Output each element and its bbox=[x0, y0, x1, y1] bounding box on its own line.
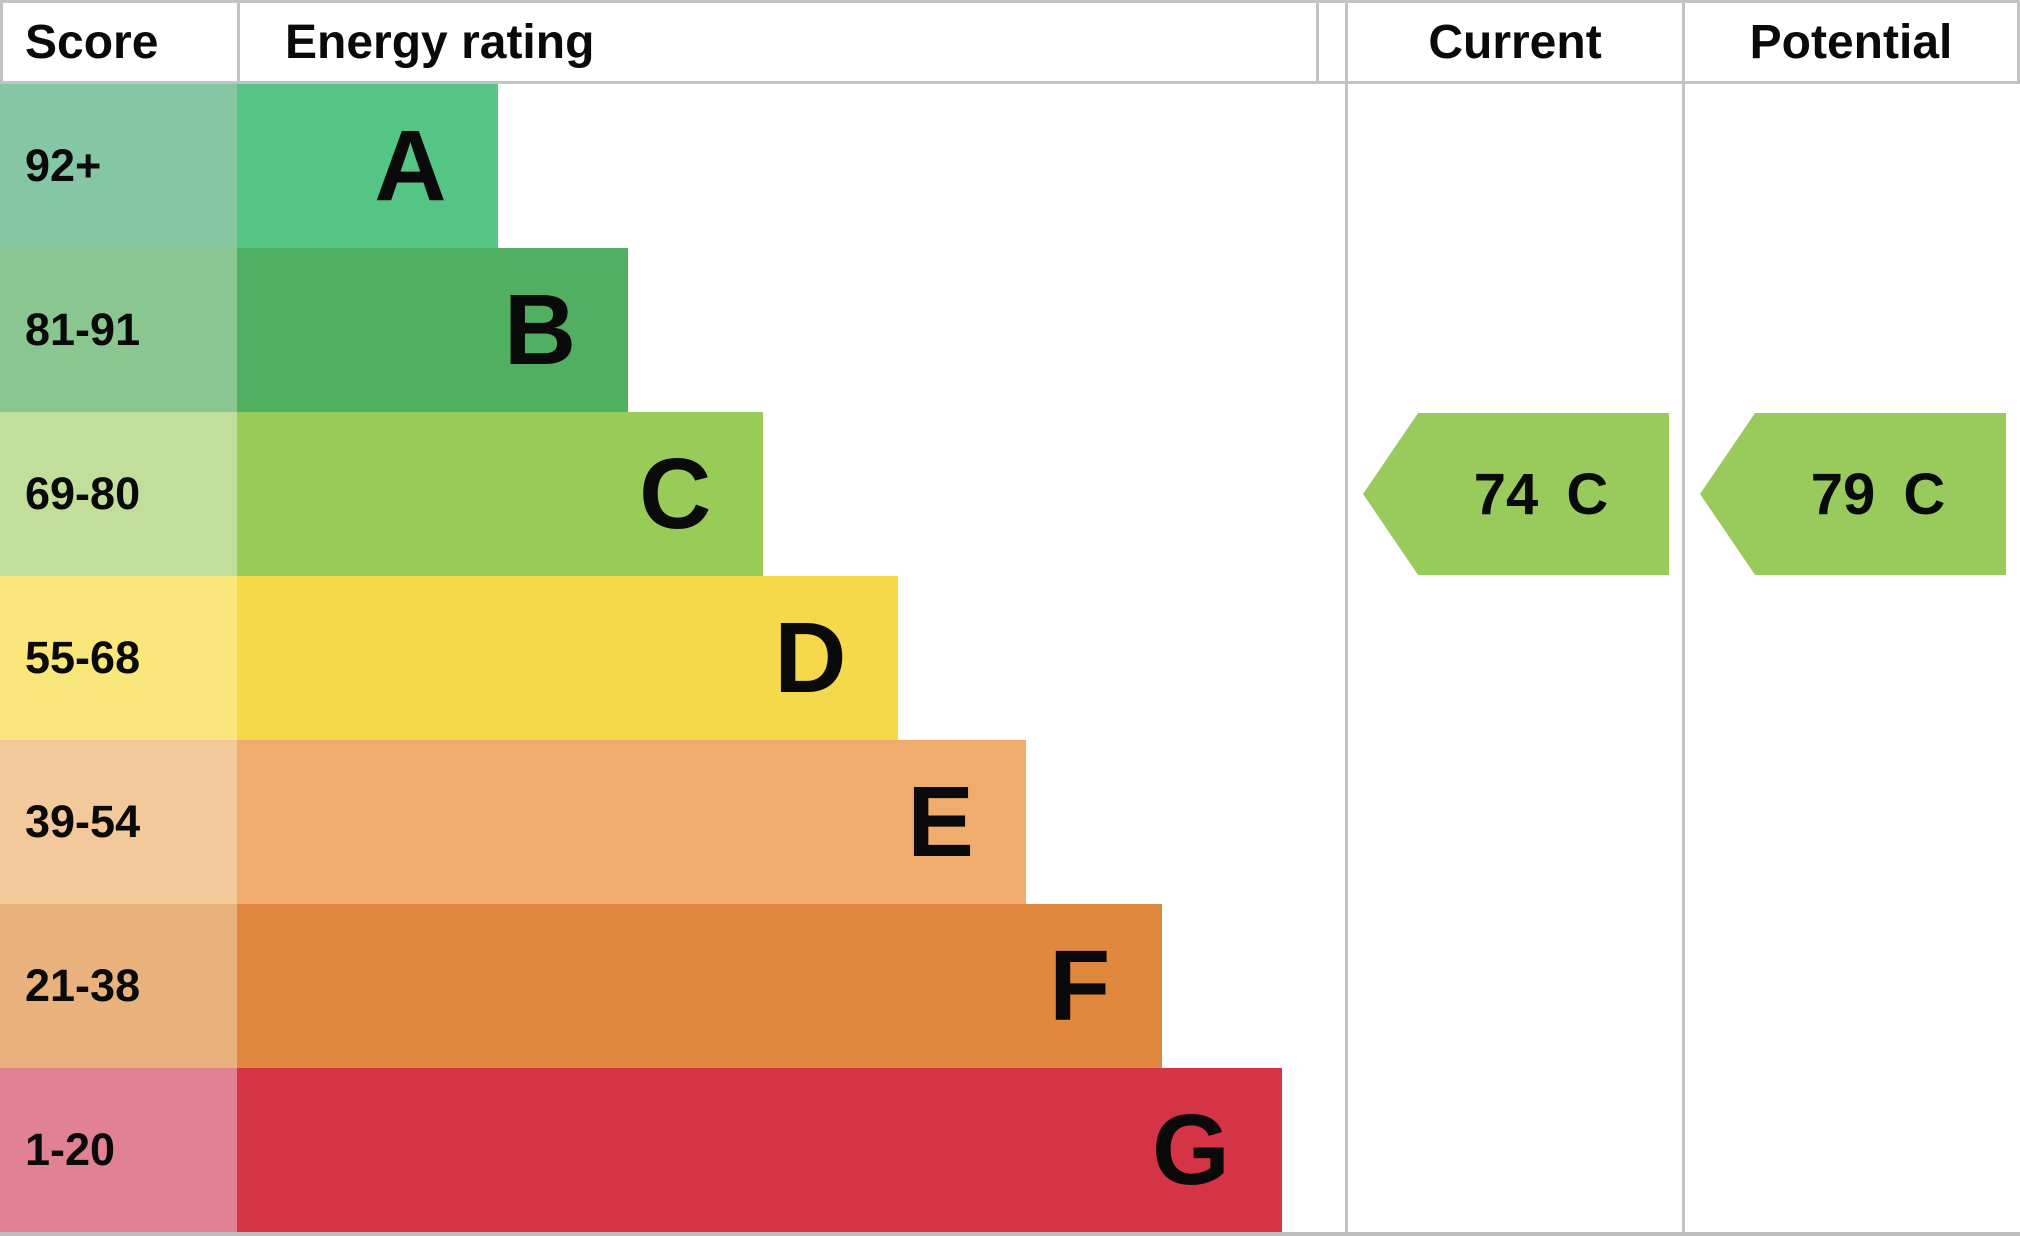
band-row-g: 1-20 G bbox=[0, 1068, 1345, 1232]
band-bar-c: C bbox=[237, 412, 764, 576]
header-potential-label: Potential bbox=[1749, 15, 1953, 69]
current-score-value: 74 bbox=[1473, 461, 1539, 527]
band-letter-g: G bbox=[1152, 1094, 1230, 1206]
table-header-row: Score Energy rating Current Potential bbox=[0, 3, 2020, 84]
band-bar-e: E bbox=[237, 740, 1026, 904]
band-bar-f: F bbox=[237, 904, 1163, 1068]
potential-band-letter: C bbox=[1903, 461, 1946, 527]
score-range-g: 1-20 bbox=[0, 1068, 237, 1232]
band-row-d: 55-68 D bbox=[0, 576, 1345, 740]
score-range-a: 92+ bbox=[0, 84, 237, 248]
current-band-letter: C bbox=[1566, 461, 1609, 527]
band-bar-a: A bbox=[237, 84, 499, 248]
band-letter-b: B bbox=[503, 274, 577, 386]
current-column-left-border bbox=[1345, 84, 1348, 1232]
header-score-label: Score bbox=[25, 15, 159, 69]
current-column: 74 C bbox=[1348, 84, 1682, 1232]
potential-column: 79 C bbox=[1685, 84, 2020, 1232]
band-letter-f: F bbox=[1049, 930, 1111, 1042]
potential-rating-arrow: 79 C bbox=[1700, 413, 2006, 575]
band-letter-e: E bbox=[907, 766, 974, 878]
header-energy-rating-label: Energy rating bbox=[285, 15, 595, 69]
band-bar-g: G bbox=[237, 1068, 1282, 1232]
header-potential: Potential bbox=[1682, 3, 2020, 81]
chart-body: 92+ A 81-91 B 69-80 C 55-68 D 39-54 E 21… bbox=[0, 84, 2020, 1232]
band-letter-d: D bbox=[774, 602, 847, 714]
band-row-c: 69-80 C bbox=[0, 412, 1345, 576]
band-letter-a: A bbox=[374, 110, 447, 222]
score-range-d: 55-68 bbox=[0, 576, 237, 740]
score-range-b: 81-91 bbox=[0, 248, 237, 412]
score-range-e: 39-54 bbox=[0, 740, 237, 904]
band-letter-c: C bbox=[639, 438, 712, 550]
header-current: Current bbox=[1345, 3, 1682, 81]
energy-bands: 92+ A 81-91 B 69-80 C 55-68 D 39-54 E 21… bbox=[0, 84, 1345, 1232]
header-current-label: Current bbox=[1428, 15, 1602, 69]
score-range-c: 69-80 bbox=[0, 412, 237, 576]
band-row-e: 39-54 E bbox=[0, 740, 1345, 904]
band-row-f: 21-38 F bbox=[0, 904, 1345, 1068]
header-score: Score bbox=[0, 3, 240, 81]
potential-column-left-border bbox=[1682, 84, 1685, 1232]
band-row-a: 92+ A bbox=[0, 84, 1345, 248]
score-range-f: 21-38 bbox=[0, 904, 237, 1068]
current-rating-arrow: 74 C bbox=[1363, 413, 1669, 575]
header-gap bbox=[1319, 3, 1345, 81]
band-bar-d: D bbox=[237, 576, 899, 740]
potential-score-value: 79 bbox=[1810, 461, 1876, 527]
band-bar-b: B bbox=[237, 248, 629, 412]
band-row-b: 81-91 B bbox=[0, 248, 1345, 412]
header-energy-rating: Energy rating bbox=[240, 3, 1319, 81]
